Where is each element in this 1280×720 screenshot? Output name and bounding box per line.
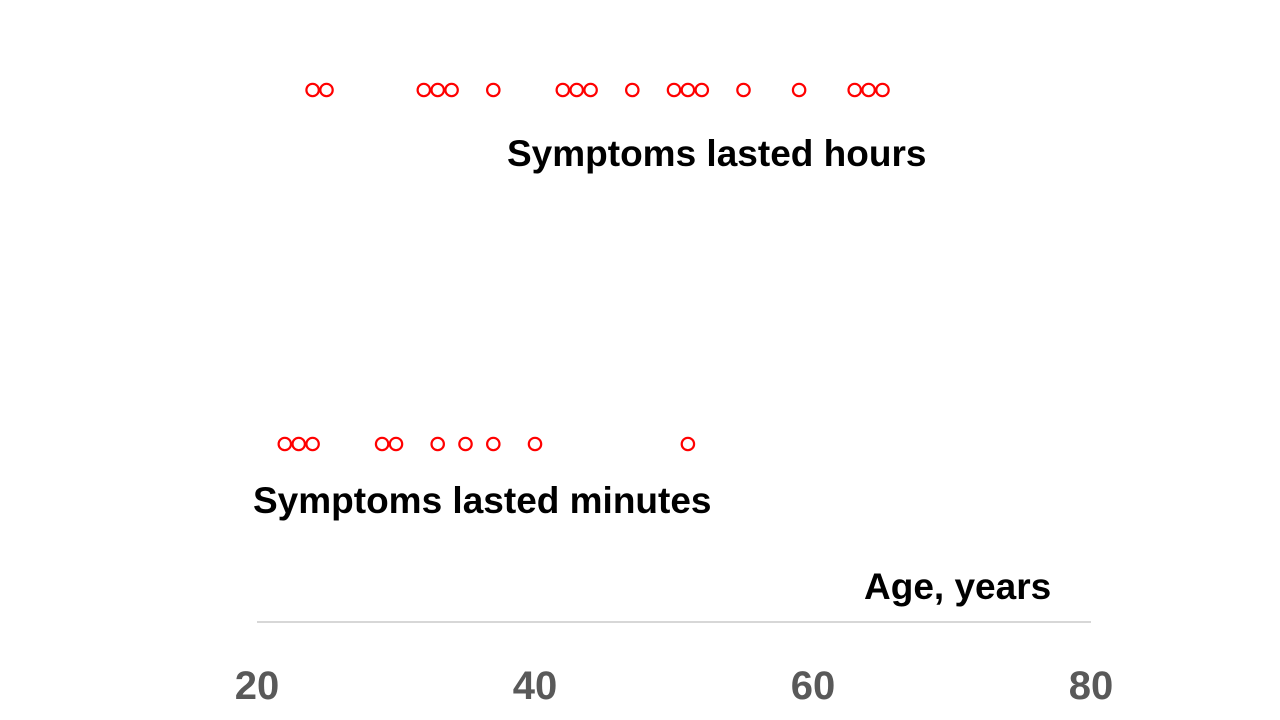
x-tick-label-60: 60 xyxy=(791,664,836,708)
data-point-minutes-0 xyxy=(277,436,293,452)
data-point-hours-0 xyxy=(305,82,320,98)
data-point-hours-8 xyxy=(583,82,598,98)
data-point-hours-12 xyxy=(694,82,710,98)
data-point-hours-17 xyxy=(875,82,890,98)
data-point-minutes-6 xyxy=(458,436,473,452)
series-label-hours: Symptoms lasted hours xyxy=(507,133,926,174)
markers-layer xyxy=(277,82,890,452)
data-point-minutes-3 xyxy=(374,436,390,452)
data-point-minutes-2 xyxy=(305,436,320,452)
data-point-minutes-5 xyxy=(430,436,445,452)
x-axis-title: Age, years xyxy=(864,566,1051,607)
x-axis-ticks: 20 40 60 80 xyxy=(235,664,1114,708)
series-label-minutes: Symptoms lasted minutes xyxy=(253,480,712,521)
data-point-hours-3 xyxy=(430,82,445,98)
data-point-minutes-4 xyxy=(388,436,404,452)
data-point-hours-6 xyxy=(555,82,571,98)
data-point-hours-15 xyxy=(847,82,862,98)
data-point-minutes-9 xyxy=(680,436,696,452)
data-point-hours-14 xyxy=(791,82,807,98)
data-point-hours-16 xyxy=(861,82,876,98)
data-point-minutes-1 xyxy=(291,436,306,452)
data-point-hours-4 xyxy=(444,82,459,98)
data-point-hours-5 xyxy=(485,82,501,98)
data-point-hours-11 xyxy=(680,82,696,98)
data-point-hours-7 xyxy=(569,82,584,98)
data-point-hours-10 xyxy=(666,82,682,98)
x-tick-label-40: 40 xyxy=(513,664,558,708)
data-point-hours-2 xyxy=(416,82,432,98)
data-point-hours-1 xyxy=(319,82,334,98)
x-tick-label-80: 80 xyxy=(1069,664,1114,708)
data-point-minutes-7 xyxy=(485,436,501,452)
data-point-hours-9 xyxy=(624,82,640,98)
x-tick-label-20: 20 xyxy=(235,664,280,708)
data-point-minutes-8 xyxy=(527,436,543,452)
data-point-hours-13 xyxy=(736,82,751,98)
